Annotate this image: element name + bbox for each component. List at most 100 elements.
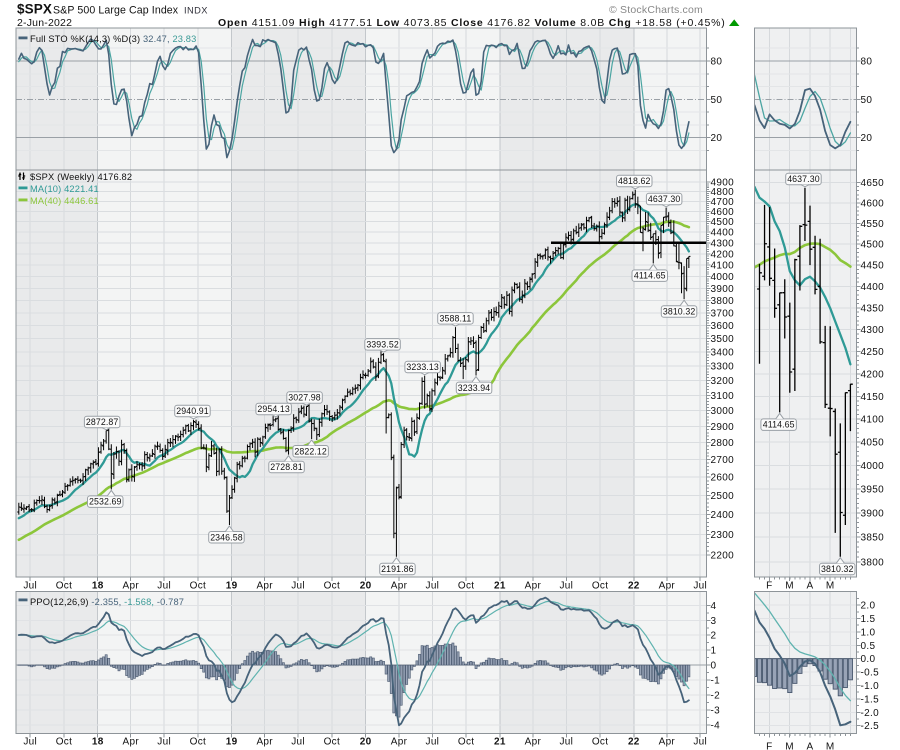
svg-text:4050: 4050 — [861, 438, 885, 449]
svg-text:20: 20 — [861, 133, 873, 144]
svg-text:Jul: Jul — [157, 737, 171, 748]
svg-text:19: 19 — [226, 581, 238, 592]
svg-text:Apr: Apr — [525, 581, 542, 592]
svg-text:4300: 4300 — [861, 325, 885, 336]
svg-text:3810.32: 3810.32 — [663, 306, 696, 316]
svg-text:2800: 2800 — [711, 438, 735, 449]
svg-text:80: 80 — [861, 56, 873, 67]
svg-text:18: 18 — [92, 737, 104, 748]
svg-text:80: 80 — [711, 56, 723, 67]
svg-text:PPO(12,26,9) -2.355, -1.568, -: PPO(12,26,9) -2.355, -1.568, -0.787 — [30, 597, 184, 607]
svg-text:1: 1 — [711, 646, 717, 657]
svg-text:4900: 4900 — [711, 178, 735, 189]
svg-text:3950: 3950 — [861, 485, 885, 496]
svg-text:3200: 3200 — [711, 376, 735, 387]
svg-text:Jul: Jul — [426, 581, 440, 592]
svg-text:19: 19 — [226, 737, 238, 748]
svg-text:Jul: Jul — [157, 581, 171, 592]
svg-text:-1.5: -1.5 — [861, 694, 880, 705]
svg-text:Jul: Jul — [693, 737, 707, 748]
svg-text:Oct: Oct — [324, 581, 340, 592]
svg-text:2872.87: 2872.87 — [86, 417, 119, 427]
svg-text:4100: 4100 — [861, 415, 885, 426]
svg-text:Apr: Apr — [659, 737, 676, 748]
svg-text:Oct: Oct — [458, 581, 474, 592]
svg-text:4400: 4400 — [711, 228, 735, 239]
svg-text:3400: 3400 — [711, 348, 735, 359]
svg-text:Apr: Apr — [123, 737, 140, 748]
svg-text:50: 50 — [711, 95, 723, 106]
svg-text:4200: 4200 — [861, 369, 885, 380]
svg-text:2200: 2200 — [711, 551, 735, 562]
svg-text:Jul: Jul — [23, 581, 37, 592]
svg-text:22: 22 — [628, 737, 640, 748]
svg-text:4500: 4500 — [711, 217, 735, 228]
svg-text:Jul: Jul — [559, 581, 573, 592]
svg-text:18: 18 — [92, 581, 104, 592]
svg-text:-0.5: -0.5 — [861, 668, 880, 679]
svg-text:M: M — [785, 581, 794, 592]
svg-text:Apr: Apr — [391, 737, 408, 748]
svg-text:2346.58: 2346.58 — [210, 532, 243, 542]
svg-text:4114.65: 4114.65 — [763, 420, 795, 430]
svg-text:3588.11: 3588.11 — [440, 313, 472, 323]
svg-text:3233.13: 3233.13 — [406, 362, 439, 372]
svg-text:Apr: Apr — [256, 737, 273, 748]
svg-text:4100: 4100 — [711, 261, 735, 272]
svg-text:Oct: Oct — [458, 737, 474, 748]
svg-text:Oct: Oct — [324, 737, 340, 748]
svg-text:$SPX (Weekly) 4176.82: $SPX (Weekly) 4176.82 — [30, 172, 132, 182]
svg-text:3027.98: 3027.98 — [288, 393, 321, 403]
svg-text:20: 20 — [711, 133, 723, 144]
svg-text:3600: 3600 — [711, 321, 735, 332]
svg-text:4150: 4150 — [861, 392, 885, 403]
svg-text:2600: 2600 — [711, 473, 735, 484]
svg-text:4350: 4350 — [861, 303, 885, 314]
svg-text:1.5: 1.5 — [861, 614, 876, 625]
svg-text:Apr: Apr — [391, 581, 408, 592]
svg-text:3810.32: 3810.32 — [821, 564, 854, 574]
svg-text:Oct: Oct — [56, 737, 72, 748]
svg-text:3800: 3800 — [711, 296, 735, 307]
svg-text:2700: 2700 — [711, 455, 735, 466]
svg-text:3000: 3000 — [711, 406, 735, 417]
svg-text:Apr: Apr — [525, 737, 542, 748]
svg-text:3233.94: 3233.94 — [458, 383, 491, 393]
svg-text:A: A — [807, 742, 814, 750]
svg-text:4800: 4800 — [711, 187, 735, 198]
svg-text:4550: 4550 — [861, 219, 885, 230]
svg-text:2-Jun-2022: 2-Jun-2022 — [17, 17, 72, 29]
svg-text:2.0: 2.0 — [861, 601, 876, 612]
svg-text:4000: 4000 — [711, 272, 735, 283]
svg-text:S&P 500 Large Cap Index: S&P 500 Large Cap Index — [53, 5, 179, 17]
svg-text:-1: -1 — [711, 676, 721, 687]
svg-text:2728.81: 2728.81 — [270, 462, 303, 472]
svg-text:3900: 3900 — [861, 509, 885, 520]
svg-text:21: 21 — [494, 581, 506, 592]
svg-text:20: 20 — [360, 737, 372, 748]
svg-text:Oct: Oct — [190, 581, 206, 592]
svg-text:3900: 3900 — [711, 284, 735, 295]
svg-text:0.5: 0.5 — [861, 641, 876, 652]
svg-text:Apr: Apr — [256, 581, 273, 592]
svg-text:4600: 4600 — [711, 207, 735, 218]
svg-text:3800: 3800 — [861, 557, 885, 568]
svg-text:INDX: INDX — [184, 6, 208, 16]
svg-text:2822.12: 2822.12 — [294, 446, 327, 456]
svg-text:M: M — [826, 581, 835, 592]
svg-text:3393.52: 3393.52 — [366, 339, 399, 349]
svg-text:Jul: Jul — [291, 737, 305, 748]
svg-text:-4: -4 — [711, 720, 721, 731]
svg-text:A: A — [807, 581, 814, 592]
svg-text:20: 20 — [360, 581, 372, 592]
svg-text:4818.62: 4818.62 — [618, 176, 651, 186]
svg-text:3100: 3100 — [711, 391, 735, 402]
svg-text:3300: 3300 — [711, 362, 735, 373]
svg-text:4650: 4650 — [861, 178, 885, 189]
svg-text:Jul: Jul — [426, 737, 440, 748]
svg-text:3700: 3700 — [711, 308, 735, 319]
svg-text:Oct: Oct — [56, 581, 72, 592]
svg-text:M: M — [785, 742, 794, 750]
svg-text:4600: 4600 — [861, 198, 885, 209]
svg-text:-1.0: -1.0 — [861, 681, 880, 692]
